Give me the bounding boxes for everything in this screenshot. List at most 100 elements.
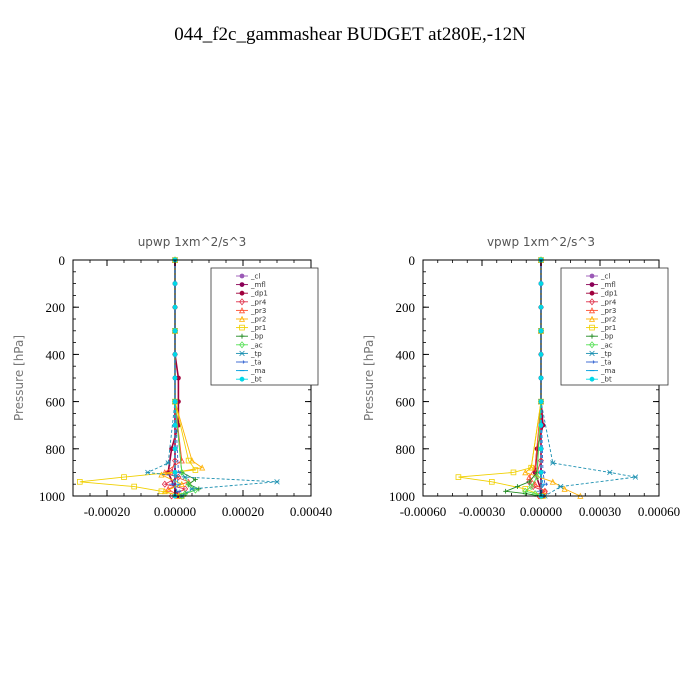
legend-entry: _ac	[250, 341, 263, 349]
legend-marker	[589, 350, 595, 357]
legend: _cl_mfl_dp1_pr4_pr3_pr2_pr1_bp_ac_tp_ta_…	[210, 267, 319, 386]
data-point-pr2	[199, 464, 206, 471]
legend-entry: _pr1	[600, 324, 616, 332]
data-point-tp	[550, 460, 556, 466]
legend-marker	[588, 307, 596, 314]
data-point-pr1	[192, 467, 199, 473]
data-point-bt	[538, 399, 544, 404]
data-point-pr1	[455, 474, 462, 480]
data-point-pr4	[538, 457, 544, 465]
legend-entry: _mfl	[600, 281, 616, 289]
data-point-bt	[172, 375, 178, 381]
x-tick-label: 0.00060	[638, 504, 680, 519]
data-point-bt	[172, 281, 178, 286]
y-tick-label: 600	[396, 395, 416, 410]
data-point-pr3	[532, 480, 539, 488]
data-point-ac	[532, 490, 539, 498]
legend-entry: _ac	[600, 341, 613, 349]
legend-marker	[239, 324, 245, 331]
legend-entry: _pr1	[250, 324, 266, 332]
data-point-dp1	[169, 446, 175, 452]
y-axis-label: Pressure [hPa]	[362, 335, 376, 421]
legend-marker	[239, 273, 245, 279]
legend-entry: _pr3	[600, 307, 616, 315]
legend-marker	[239, 290, 245, 296]
data-point-tp	[165, 460, 171, 466]
legend-entry: _cl	[250, 273, 260, 281]
data-point-bt	[538, 304, 544, 310]
data-point-tp	[189, 486, 195, 492]
legend-marker	[239, 341, 245, 349]
legend-marker	[589, 341, 595, 349]
legend-entry: _bt	[250, 376, 262, 384]
data-point-bt	[172, 446, 178, 452]
legend-marker	[589, 273, 595, 279]
data-point-pr2	[561, 485, 568, 492]
y-axis-label: Pressure [hPa]	[12, 335, 26, 421]
legend-entry: _bp	[600, 333, 614, 341]
legend-entry: _ta	[250, 359, 262, 367]
legend-marker	[239, 298, 245, 306]
legend-marker	[589, 282, 595, 287]
x-tick-label: 0.00040	[290, 504, 332, 519]
legend-entry: _ma	[600, 367, 616, 375]
y-tick-label: 1000	[39, 489, 65, 504]
upwp-panel: upwp 1xm^2/s^3 Pressure [hPa] 0 200 400 600 80…	[12, 235, 332, 519]
legend-entry: _dp1	[250, 290, 268, 298]
data-point-tp	[632, 474, 639, 480]
legend-marker	[589, 360, 595, 364]
data-point-bt	[538, 375, 544, 381]
legend-entry: _pr4	[600, 298, 617, 306]
vpwp-panel: vpwp 1xm^2/s^3 Pressure [hPa] 0 200 400 600 80…	[362, 235, 680, 519]
data-point-pr1	[489, 479, 495, 485]
data-point-tp	[607, 469, 613, 476]
data-point-bt	[538, 352, 544, 357]
legend-marker	[589, 376, 595, 382]
legend-entry: _ta	[600, 359, 612, 367]
data-point-pr1	[131, 483, 138, 490]
legend-marker	[239, 360, 245, 364]
data-point-tp	[182, 474, 188, 480]
y-tick-label: 800	[396, 442, 416, 457]
data-point-bp	[503, 488, 508, 494]
data-point-pr1	[121, 474, 127, 480]
legend-entry: _dp1	[600, 290, 618, 298]
x-tick-label: 0.00000	[154, 504, 196, 519]
data-point-pr2	[158, 471, 165, 478]
legend-marker	[239, 282, 245, 287]
legend-marker	[589, 333, 595, 339]
data-point-ac	[185, 480, 192, 488]
legend-entry: _tp	[600, 350, 612, 358]
legend-marker	[238, 315, 246, 322]
legend-entry: _bp	[250, 333, 264, 341]
data-point-bt	[172, 352, 178, 357]
data-point-ta	[169, 482, 175, 486]
data-point-pr4	[526, 478, 533, 486]
y-tick-label: 400	[46, 347, 66, 362]
x-tick-label: 0.00020	[222, 504, 264, 519]
y-tick-label: 0	[59, 253, 66, 268]
y-tick-label: 200	[46, 300, 66, 315]
data-point-bp	[193, 477, 198, 482]
data-point-bt	[538, 470, 544, 475]
legend-marker	[589, 290, 595, 296]
legend-entry: _mfl	[250, 281, 266, 289]
data-point-bt	[172, 470, 178, 475]
panel-title: upwp 1xm^2/s^3	[138, 235, 247, 249]
data-point-pr1	[185, 457, 192, 464]
data-point-bt	[538, 422, 544, 428]
legend-marker	[588, 315, 596, 322]
data-point-dp1	[176, 375, 181, 381]
data-point-bt	[172, 399, 178, 404]
legend-entry: _ma	[250, 367, 266, 375]
y-tick-label: 1000	[389, 489, 415, 504]
data-point-pr2	[522, 469, 529, 476]
legend-marker	[239, 333, 245, 339]
series-line-pr1	[458, 260, 544, 497]
legend-entry: _bt	[600, 376, 612, 384]
legend-entry: _tp	[250, 350, 262, 358]
data-point-pr2	[549, 478, 556, 485]
y-tick-label: 800	[46, 442, 66, 457]
data-point-ac	[534, 473, 540, 481]
